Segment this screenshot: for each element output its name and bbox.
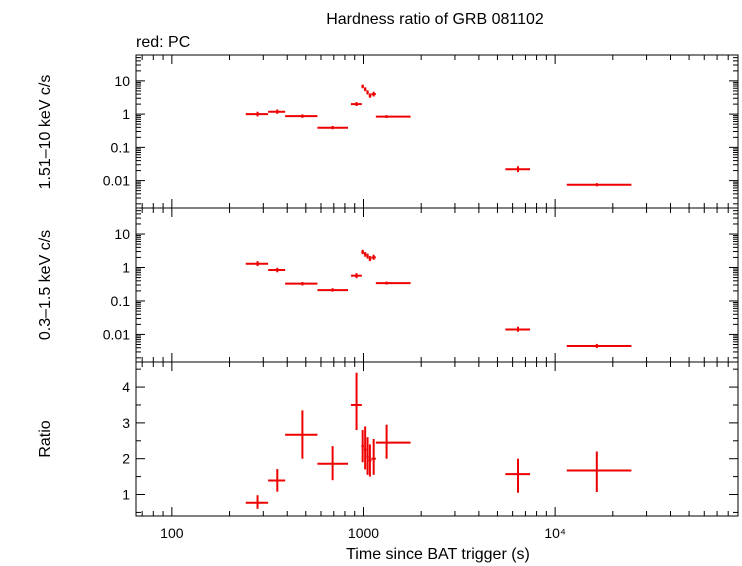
panel-soft-points	[245, 249, 632, 349]
hard-data-point	[505, 166, 531, 173]
ratio-data-point	[317, 446, 348, 481]
soft-data-point	[245, 261, 269, 267]
panel-soft-axes: 0.01 0.1 1 10	[103, 207, 739, 363]
x-tick-label: 100	[160, 525, 184, 541]
hard-ytick-label: 1	[122, 106, 130, 122]
soft-data-point	[361, 249, 364, 255]
panel-hard-ylabel: 1.51–10 keV c/s	[37, 75, 54, 190]
ratio-ytick-label: 1	[122, 487, 130, 503]
soft-ytick-label: 0.01	[103, 326, 130, 342]
ratio-data-point	[361, 430, 364, 463]
soft-data-point	[363, 252, 367, 257]
panel-soft-ylabel: 0.3–1.5 keV c/s	[37, 230, 54, 340]
ratio-ytick-label: 3	[122, 415, 130, 431]
soft-data-point	[285, 281, 318, 286]
ratio-data-point	[368, 444, 372, 477]
hard-data-point	[368, 93, 372, 98]
hard-data-point	[317, 125, 348, 130]
hard-ytick-label: 0.1	[111, 139, 131, 155]
x-axis-label: Time since BAT trigger (s)	[346, 546, 530, 563]
hard-data-point	[268, 109, 286, 114]
ratio-data-point	[375, 424, 411, 459]
soft-data-point	[371, 254, 376, 260]
panel-ratio-points	[245, 372, 632, 509]
hard-data-point	[350, 102, 362, 107]
soft-data-point	[375, 281, 411, 285]
chart-subtitle: red: PC	[136, 34, 190, 51]
ratio-data-point	[366, 437, 369, 475]
soft-data-point	[366, 253, 369, 259]
soft-data-point	[317, 288, 348, 292]
soft-ytick-label: 1	[122, 260, 130, 276]
hard-data-point	[371, 91, 376, 97]
panel-ratio-ylabel: Ratio	[37, 420, 54, 457]
panel-ratio: 1 2 3 4 100 1000 10⁴ Ratio	[37, 361, 739, 541]
soft-data-point	[368, 256, 372, 262]
soft-data-point	[566, 343, 632, 349]
hard-frame	[135, 54, 739, 209]
hard-ytick-label: 0.01	[103, 173, 130, 189]
ratio-data-point	[268, 469, 286, 492]
panel-hard-points	[245, 84, 632, 187]
ratio-data-point	[350, 372, 362, 431]
hard-ytick-label: 10	[114, 73, 130, 89]
chart-title: Hardness ratio of GRB 081102	[326, 11, 544, 28]
soft-ytick-label: 10	[114, 226, 130, 242]
x-tick-label: 1000	[348, 525, 379, 541]
ratio-data-point	[363, 426, 367, 470]
ratio-data-point	[371, 439, 376, 475]
ratio-frame	[135, 361, 739, 517]
panel-hard: 0.01 0.1 1 10 1.51–10 keV c/s	[37, 54, 739, 209]
panel-ratio-axes: 1 2 3 4 100 1000 10⁴	[122, 361, 739, 541]
ratio-ytick-label: 4	[122, 379, 130, 395]
hard-data-point	[245, 111, 269, 117]
x-tick-label: 10⁴	[544, 525, 566, 541]
panel-hard-axes: 0.01 0.1 1 10	[103, 54, 739, 209]
hard-data-point	[361, 84, 364, 89]
hard-data-point	[566, 183, 632, 187]
hard-data-point	[375, 115, 411, 119]
ratio-ytick-label: 2	[122, 451, 130, 467]
soft-data-point	[268, 267, 286, 273]
ratio-data-point	[245, 495, 269, 509]
soft-data-point	[350, 273, 362, 279]
panel-soft: 0.01 0.1 1 10 0.3–1.5 keV c/s	[37, 207, 739, 363]
ratio-data-point	[566, 451, 632, 493]
soft-frame	[135, 207, 739, 363]
hard-data-point	[285, 114, 318, 118]
soft-ytick-label: 0.1	[111, 293, 131, 309]
soft-data-point	[505, 326, 531, 332]
ratio-data-point	[285, 410, 318, 459]
hard-data-point	[363, 87, 367, 92]
ratio-data-point	[505, 458, 531, 493]
hard-data-point	[366, 90, 369, 95]
